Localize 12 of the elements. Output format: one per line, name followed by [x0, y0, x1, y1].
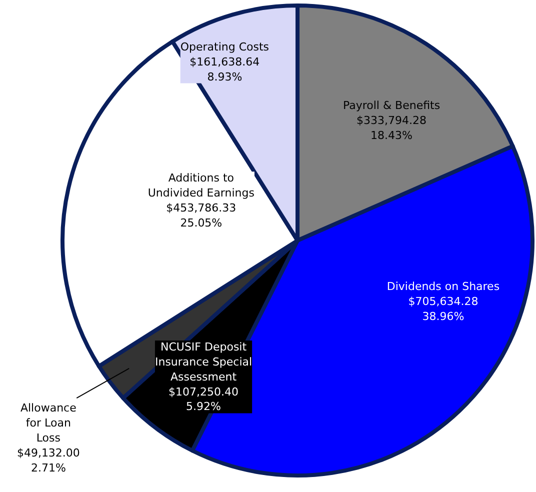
data-label: $107,250.40 5.92%: [168, 385, 239, 414]
slice-label: Operating Costs: [180, 40, 270, 54]
data-label: $453,786.33 25.05%: [166, 202, 236, 230]
slice-label: Allowance for Loan Loss: [20, 402, 77, 444]
slice-label: Payroll & Benefits: [342, 99, 440, 112]
data-label: $49,132.00 2.71%: [16, 446, 80, 474]
data-label: $333,794.28 18.43%: [356, 114, 427, 142]
slice-label: NCUSIF Deposit Insurance Special Assessment: [154, 340, 252, 384]
data-label: $705,634.28 38.96%: [408, 295, 478, 324]
slice-label: Additions to Undivided Earnings: [148, 172, 255, 200]
data-label: $161,638.64 8.93%: [190, 55, 260, 84]
slice-label: Dividends on Shares: [386, 280, 500, 294]
